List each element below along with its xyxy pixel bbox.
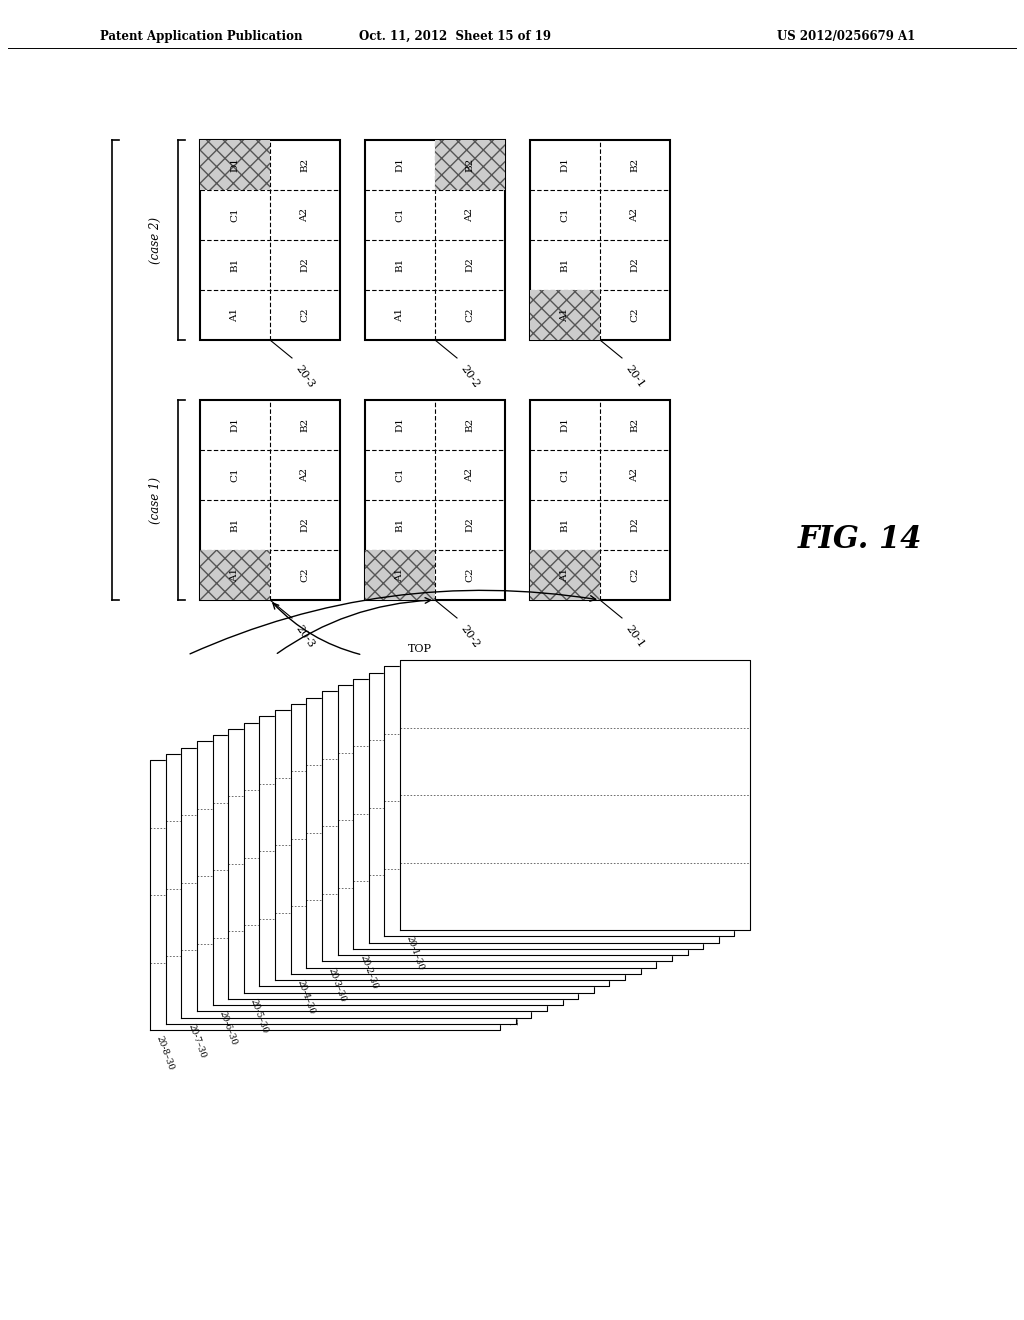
Text: A1: A1 — [560, 568, 569, 582]
Text: B2: B2 — [631, 158, 640, 172]
Text: B1: B1 — [395, 517, 404, 532]
Polygon shape — [228, 729, 579, 999]
Polygon shape — [338, 685, 687, 954]
Text: C1: C1 — [230, 207, 240, 222]
Bar — [200, 400, 340, 601]
Polygon shape — [353, 678, 703, 949]
Text: B1: B1 — [395, 257, 404, 272]
Text: D1: D1 — [560, 417, 569, 433]
Text: B1: B1 — [560, 517, 569, 532]
Polygon shape — [369, 672, 719, 942]
Bar — [530, 400, 670, 601]
Text: A2: A2 — [631, 209, 640, 222]
Text: 20-3: 20-3 — [294, 363, 316, 389]
Bar — [200, 140, 270, 190]
Polygon shape — [213, 735, 562, 1005]
Text: D2: D2 — [631, 257, 640, 272]
Text: A1: A1 — [395, 568, 404, 582]
Text: C2: C2 — [631, 308, 640, 322]
Text: 20-8–30: 20-8–30 — [155, 1035, 176, 1072]
Text: B2: B2 — [466, 158, 474, 172]
Text: A1: A1 — [230, 308, 240, 322]
Text: C2: C2 — [300, 568, 309, 582]
Text: 20-2–30: 20-2–30 — [358, 954, 379, 990]
Polygon shape — [244, 722, 594, 993]
Text: D2: D2 — [466, 517, 474, 532]
Text: A2: A2 — [300, 209, 309, 222]
Text: C2: C2 — [466, 568, 474, 582]
Text: C1: C1 — [560, 207, 569, 222]
Text: B2: B2 — [300, 158, 309, 172]
Text: Patent Application Publication: Patent Application Publication — [100, 30, 302, 44]
Bar — [435, 140, 505, 190]
Text: A2: A2 — [631, 467, 640, 482]
Text: C2: C2 — [631, 568, 640, 582]
Text: A2: A2 — [466, 209, 474, 222]
Text: B1: B1 — [560, 257, 569, 272]
Text: A1: A1 — [230, 568, 240, 582]
Text: TOP: TOP — [408, 644, 432, 653]
Text: B2: B2 — [466, 418, 474, 432]
Text: C1: C1 — [395, 207, 404, 222]
Text: C1: C1 — [560, 467, 569, 482]
Text: B1: B1 — [230, 517, 240, 532]
Polygon shape — [150, 760, 500, 1030]
Bar — [365, 140, 505, 341]
Bar — [200, 550, 270, 601]
Polygon shape — [322, 692, 672, 961]
Polygon shape — [384, 667, 734, 936]
Text: 20-6–30: 20-6–30 — [217, 1010, 239, 1047]
Polygon shape — [400, 660, 750, 931]
Text: D1: D1 — [560, 157, 569, 173]
Text: 20-1: 20-1 — [624, 623, 646, 649]
Text: C2: C2 — [300, 308, 309, 322]
Text: Oct. 11, 2012  Sheet 15 of 19: Oct. 11, 2012 Sheet 15 of 19 — [359, 30, 551, 44]
Text: A1: A1 — [560, 308, 569, 322]
Text: C2: C2 — [466, 308, 474, 322]
Text: D1: D1 — [230, 157, 240, 173]
Text: A2: A2 — [466, 467, 474, 482]
Polygon shape — [291, 704, 641, 974]
Text: BOTTOM: BOTTOM — [510, 972, 520, 1026]
Text: C1: C1 — [230, 467, 240, 482]
Text: 20-2: 20-2 — [459, 623, 481, 649]
Polygon shape — [181, 747, 531, 1018]
Text: 20-2: 20-2 — [459, 363, 481, 389]
Text: D1: D1 — [395, 157, 404, 173]
Text: A2: A2 — [300, 467, 309, 482]
Bar — [530, 140, 670, 341]
Text: C1: C1 — [395, 467, 404, 482]
Text: US 2012/0256679 A1: US 2012/0256679 A1 — [777, 30, 915, 44]
Text: 20-1: 20-1 — [624, 363, 646, 389]
Text: 20-4–30: 20-4–30 — [296, 978, 316, 1015]
Polygon shape — [259, 717, 609, 986]
Text: B2: B2 — [631, 418, 640, 432]
Text: D2: D2 — [300, 257, 309, 272]
Text: B2: B2 — [300, 418, 309, 432]
Polygon shape — [275, 710, 625, 979]
Bar — [530, 550, 600, 601]
Text: 20-3–30: 20-3–30 — [327, 966, 347, 1003]
Text: D2: D2 — [631, 517, 640, 532]
Polygon shape — [197, 742, 547, 1011]
Text: D1: D1 — [395, 417, 404, 433]
Text: 20-3: 20-3 — [294, 623, 316, 649]
Text: 20-1–30: 20-1–30 — [406, 935, 426, 972]
Text: D1: D1 — [230, 417, 240, 433]
Text: FIG. 14: FIG. 14 — [798, 524, 923, 556]
Text: (case 1): (case 1) — [148, 477, 162, 524]
Polygon shape — [306, 697, 656, 968]
Text: 20-5–30: 20-5–30 — [249, 998, 269, 1035]
Text: (case 2): (case 2) — [148, 216, 162, 264]
Text: 20-7–30: 20-7–30 — [186, 1023, 207, 1060]
Text: B1: B1 — [230, 257, 240, 272]
Bar — [365, 400, 505, 601]
Bar — [365, 550, 435, 601]
Bar — [200, 140, 340, 341]
Bar — [530, 290, 600, 341]
Text: D2: D2 — [466, 257, 474, 272]
Polygon shape — [166, 754, 516, 1024]
Text: D2: D2 — [300, 517, 309, 532]
Text: A1: A1 — [395, 308, 404, 322]
